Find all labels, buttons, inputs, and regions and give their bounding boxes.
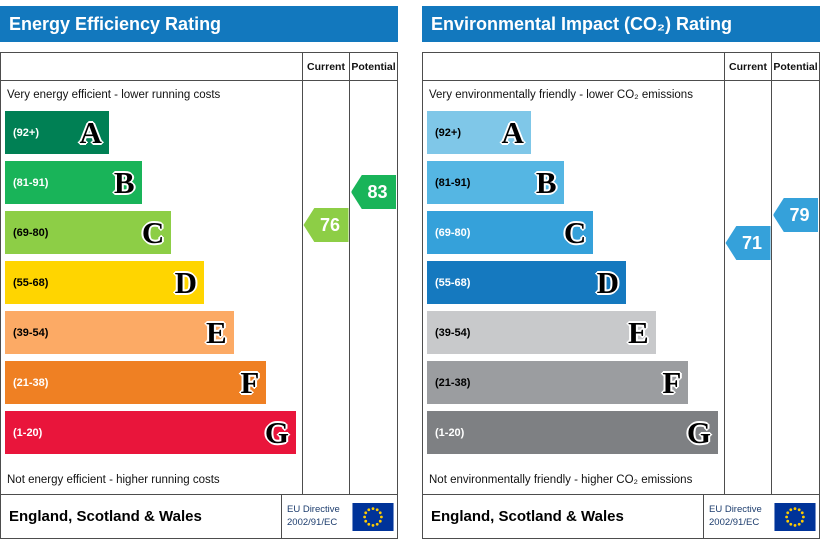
eu-directive-line1: EU Directive <box>287 504 340 516</box>
rating-band-e: (39-54) E <box>5 311 234 354</box>
band-column: Very energy efficient - lower running co… <box>1 81 302 494</box>
column-header-potential: Potential <box>771 53 819 80</box>
current-rating-arrow: 76 <box>303 208 349 242</box>
band-range-label: (39-54) <box>13 326 49 339</box>
rating-bands: (92+) A (81-91) B (69-80) C (55-68) D (39-54) E (2… <box>1 111 302 461</box>
top-note: Very energy efficient - lower running co… <box>7 89 221 101</box>
column-header-current: Current <box>724 53 771 80</box>
region-label: England, Scotland & Wales <box>9 508 202 525</box>
rating-band-c: (69-80) C <box>5 211 172 254</box>
eu-directive-line2: 2002/91/EC <box>709 516 760 528</box>
band-letter: G <box>264 415 290 450</box>
band-letter: B <box>113 165 135 200</box>
band-range-label: (55-68) <box>435 276 471 289</box>
footer-row: England, Scotland & Wales EU Directive 2… <box>423 494 819 538</box>
eu-directive-label: EU Directive 2002/91/EC <box>287 504 348 529</box>
column-header-current: Current <box>302 53 349 80</box>
rating-band-f: (21-38) F <box>427 361 689 404</box>
potential-rating-arrow: 83 <box>351 175 396 209</box>
panel-title: Environmental Impact (CO₂) Rating <box>422 6 820 42</box>
eu-flag-icon <box>352 502 394 531</box>
band-range-label: (1-20) <box>435 426 465 439</box>
potential-column: 79 <box>771 81 819 494</box>
potential-rating-value: 83 <box>367 181 388 202</box>
band-range-label: (55-68) <box>13 276 49 289</box>
band-letter: A <box>501 115 524 150</box>
band-letter: F <box>240 365 260 400</box>
column-header-potential: Potential <box>349 53 397 80</box>
directive-cell: EU Directive 2002/91/EC <box>703 495 819 538</box>
directive-cell: EU Directive 2002/91/EC <box>281 495 397 538</box>
current-rating-value: 76 <box>319 214 341 235</box>
band-range-label: (92+) <box>13 126 39 139</box>
band-letter: E <box>206 315 227 350</box>
band-range-label: (69-80) <box>13 226 49 239</box>
current-column: 71 <box>724 81 771 494</box>
rating-bands: (92+) A (81-91) B (69-80) C (55-68) D (39-54) E (2… <box>423 111 724 461</box>
rating-band-d: (55-68) D <box>5 261 204 304</box>
bottom-note: Not environmentally friendly - higher CO… <box>429 474 693 486</box>
band-range-label: (81-91) <box>13 176 49 189</box>
band-letter: B <box>535 165 557 200</box>
rating-band-c: (69-80) C <box>427 211 594 254</box>
band-range-label: (21-38) <box>13 376 49 389</box>
eu-directive-line2: 2002/91/EC <box>287 516 338 528</box>
rating-band-a: (92+) A <box>5 111 109 154</box>
column-header-spacer <box>1 53 302 80</box>
band-range-label: (69-80) <box>435 226 471 239</box>
energy-efficiency-panel: Energy Efficiency Rating Current Potenti… <box>0 6 398 539</box>
band-letter: A <box>79 115 102 150</box>
column-header-row: Current Potential <box>1 53 397 81</box>
rating-band-e: (39-54) E <box>427 311 656 354</box>
band-range-label: (1-20) <box>13 426 43 439</box>
band-column: Very environmentally friendly - lower CO… <box>423 81 724 494</box>
column-header-spacer <box>423 53 724 80</box>
rating-band-b: (81-91) B <box>5 161 142 204</box>
rating-band-d: (55-68) D <box>427 261 626 304</box>
rating-table: Current Potential Very environmentally f… <box>422 52 820 539</box>
chart-body: Very environmentally friendly - lower CO… <box>423 81 819 494</box>
region-label: England, Scotland & Wales <box>431 508 624 525</box>
chart-body: Very energy efficient - lower running co… <box>1 81 397 494</box>
band-range-label: (81-91) <box>435 176 471 189</box>
column-header-row: Current Potential <box>423 53 819 81</box>
band-letter: F <box>662 365 682 400</box>
band-range-label: (92+) <box>435 126 461 139</box>
bottom-note: Not energy efficient - higher running co… <box>7 474 220 486</box>
band-letter: C <box>563 215 587 250</box>
current-column: 76 <box>302 81 349 494</box>
rating-band-b: (81-91) B <box>427 161 564 204</box>
eu-directive-label: EU Directive 2002/91/EC <box>709 504 770 529</box>
rating-band-g: (1-20) G <box>5 411 297 454</box>
panel-title: Energy Efficiency Rating <box>0 6 398 42</box>
band-letter: E <box>628 315 649 350</box>
environmental-impact-panel: Environmental Impact (CO₂) Rating Curren… <box>422 6 820 539</box>
band-letter: C <box>141 215 165 250</box>
potential-rating-arrow: 79 <box>773 198 818 232</box>
potential-column: 83 <box>349 81 397 494</box>
rating-band-f: (21-38) F <box>5 361 267 404</box>
eu-flag-icon <box>774 502 816 531</box>
current-rating-arrow: 71 <box>725 226 771 260</box>
rating-band-a: (92+) A <box>427 111 531 154</box>
band-letter: D <box>174 265 197 300</box>
rating-band-g: (1-20) G <box>427 411 719 454</box>
band-range-label: (39-54) <box>435 326 471 339</box>
band-range-label: (21-38) <box>435 376 471 389</box>
footer-row: England, Scotland & Wales EU Directive 2… <box>1 494 397 538</box>
eu-directive-line1: EU Directive <box>709 504 762 516</box>
rating-table: Current Potential Very energy efficient … <box>0 52 398 539</box>
potential-rating-value: 79 <box>789 204 810 225</box>
top-note: Very environmentally friendly - lower CO… <box>429 89 693 101</box>
band-letter: G <box>686 415 712 450</box>
band-letter: D <box>596 265 619 300</box>
current-rating-value: 71 <box>741 232 763 253</box>
